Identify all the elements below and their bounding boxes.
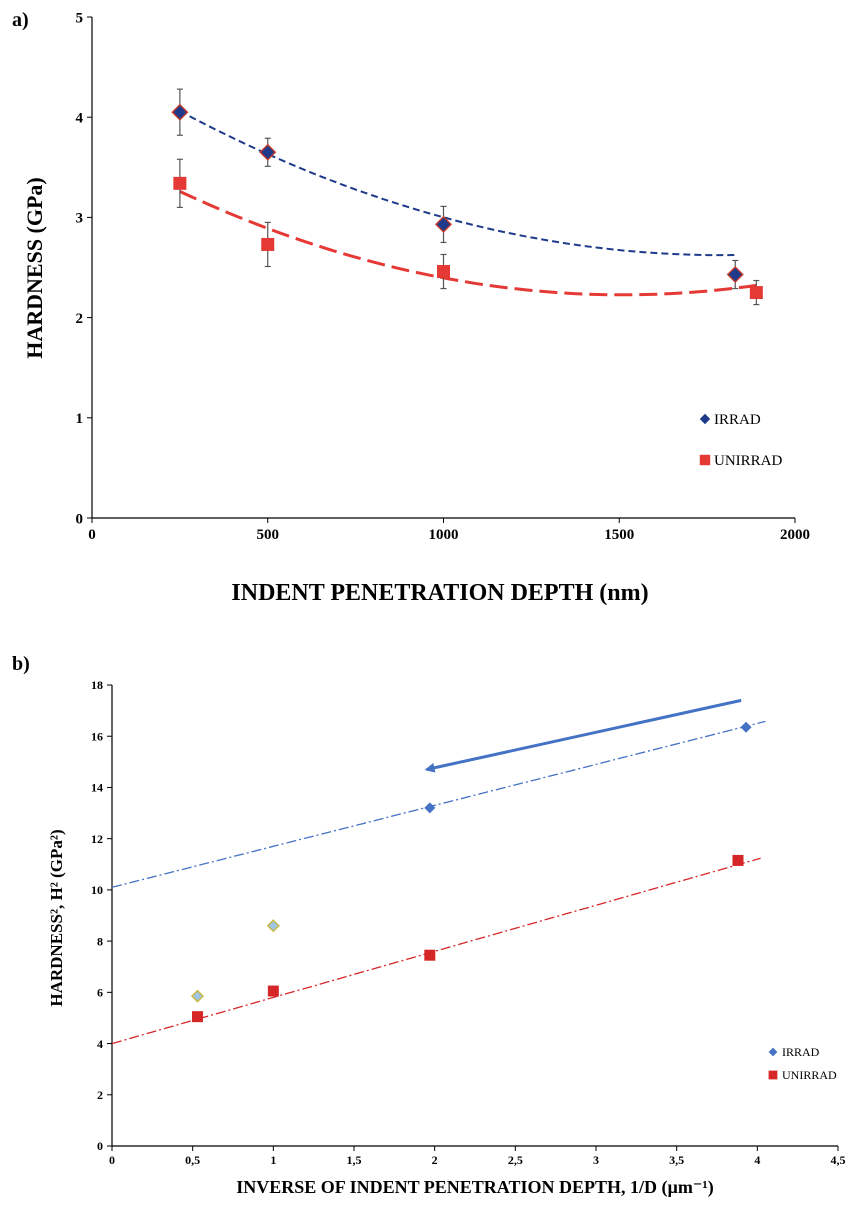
chart-b-ticks: 0 0,5 1 1,5 2 2,5 3 3,5 4 4,5 0 2 4 6 8 10 12 14 16 18	[91, 678, 846, 1167]
y-tick-label: 3	[76, 211, 84, 227]
data-point-unirrad	[732, 854, 744, 866]
y-tick-label: 18	[91, 678, 103, 692]
legend-label: IRRAD	[782, 1045, 820, 1059]
legend-label: IRRAD	[714, 412, 761, 428]
y-tick-label: 2	[97, 1088, 103, 1102]
y-tick-label: 12	[91, 832, 103, 846]
chart-a-trendlines	[179, 110, 757, 297]
data-point-unirrad	[192, 1011, 204, 1023]
chart-a: a) 0 500 1000 1500 2000 0 1 2 3 4 5 HARDNESS (GPa)…	[12, 9, 810, 606]
y-tick-label: 1	[76, 411, 84, 427]
chart-b-x-axis-title: INVERSE OF INDENT PENETRATION DEPTH, 1/D…	[236, 1177, 713, 1198]
data-point-irrad	[728, 268, 742, 282]
x-tick-label: 500	[257, 527, 280, 543]
data-point-irrad	[424, 802, 436, 814]
y-tick-label: 14	[91, 781, 103, 795]
panel-a-label: a)	[12, 9, 29, 31]
legend-item-irrad: IRRAD	[768, 1045, 820, 1059]
data-point-irrad	[190, 989, 205, 1003]
y-tick-label: 4	[97, 1037, 103, 1051]
chart-b-points	[190, 721, 752, 1023]
y-tick-label: 10	[91, 883, 103, 897]
x-tick-label: 1000	[429, 527, 459, 543]
y-tick-label: 4	[76, 110, 84, 126]
y-tick-label: 16	[91, 729, 103, 743]
x-tick-label: 1,5	[347, 1153, 362, 1167]
chart-a-ticks: 0 500 1000 1500 2000 0 1 2 3 4 5	[76, 10, 811, 543]
data-point-irrad	[437, 217, 450, 231]
chart-b-legend: IRRAD UNIRRAD	[768, 1045, 837, 1082]
legend-item-irrad: IRRAD	[699, 412, 761, 428]
data-point-irrad	[261, 145, 275, 159]
legend-item-unirrad: UNIRRAD	[768, 1068, 837, 1082]
y-tick-label: 0	[97, 1139, 103, 1153]
x-tick-label: 1	[270, 1153, 276, 1167]
panel-b-label: b)	[12, 653, 30, 675]
data-point-irrad	[740, 721, 752, 733]
chart-a-legend: IRRAD UNIRRAD	[699, 412, 783, 469]
data-point-unirrad	[437, 265, 450, 279]
data-point-irrad	[266, 919, 280, 933]
trendline-unirrad	[179, 190, 757, 297]
chart-b-y-axis-title: HARDNESS², H² (GPa²)	[47, 829, 66, 1006]
chart-a-x-axis-title: INDENT PENETRATION DEPTH (nm)	[231, 580, 648, 606]
legend-label: UNIRRAD	[714, 453, 783, 469]
legend-item-unirrad: UNIRRAD	[699, 453, 783, 469]
x-tick-label: 2	[432, 1153, 438, 1167]
y-tick-label: 2	[76, 311, 84, 327]
y-tick-label: 6	[97, 986, 103, 1000]
trendline-unirrad	[111, 857, 761, 1045]
data-point-unirrad	[267, 985, 279, 997]
x-tick-label: 3	[593, 1153, 599, 1167]
legend-marker-diamond	[699, 413, 711, 425]
chart-b: b) 0 0,5 1 1,5 2 2,5 3 3,5 4 4,5 0 2 4 6 8 10 12 14 16 18 H…	[12, 653, 846, 1198]
x-tick-label: 0,5	[185, 1153, 200, 1167]
data-point-irrad	[173, 105, 187, 119]
trendline-irrad	[111, 720, 766, 888]
x-tick-label: 1500	[604, 527, 634, 543]
y-tick-label: 8	[97, 934, 103, 948]
data-point-unirrad	[173, 176, 187, 190]
x-tick-label: 4	[754, 1153, 760, 1167]
data-point-unirrad	[749, 286, 763, 300]
chart-a-error-bars	[176, 88, 760, 306]
trend-direction-arrow	[424, 698, 742, 773]
x-tick-label: 2,5	[508, 1153, 523, 1167]
chart-a-y-axis-title: HARDNESS (GPa)	[22, 177, 47, 359]
x-tick-label: 4,5	[831, 1153, 846, 1167]
chart-a-points	[171, 103, 763, 300]
chart-b-axes	[111, 685, 838, 1147]
chart-b-annotation-arrow	[424, 698, 742, 773]
legend-marker-square	[768, 1070, 778, 1080]
x-tick-label: 0	[88, 527, 96, 543]
x-tick-label: 3,5	[669, 1153, 684, 1167]
legend-marker-square	[699, 454, 711, 466]
data-point-unirrad	[424, 949, 436, 961]
legend-label: UNIRRAD	[782, 1068, 837, 1082]
y-tick-label: 0	[76, 511, 84, 527]
x-tick-label: 0	[109, 1153, 115, 1167]
x-tick-label: 2000	[780, 527, 810, 543]
chart-b-trendlines	[111, 720, 766, 1045]
data-point-unirrad	[261, 237, 275, 251]
legend-marker-diamond	[768, 1047, 778, 1057]
trendline-irrad	[179, 110, 736, 257]
y-tick-label: 5	[76, 10, 84, 26]
